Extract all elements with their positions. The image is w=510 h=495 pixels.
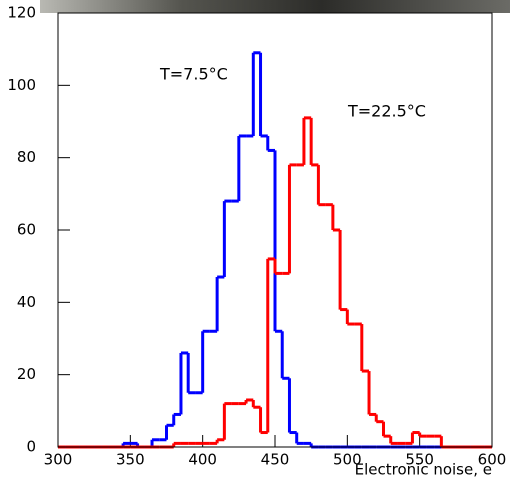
x-tick-label: 450: [261, 451, 290, 469]
x-tick-label: 350: [116, 451, 145, 469]
x-tick-label: 550: [405, 451, 434, 469]
y-tick-label: 0: [26, 438, 36, 456]
y-tick-label: 40: [17, 293, 36, 311]
x-tick-label: 500: [333, 451, 362, 469]
x-tick-label: 400: [188, 451, 217, 469]
y-tick-label: 20: [17, 365, 36, 383]
x-axis-label: Electronic noise, e: [355, 461, 492, 479]
series-label: T=22.5°C: [347, 102, 426, 121]
x-tick-label: 600: [478, 451, 507, 469]
x-tick-label: 300: [44, 451, 73, 469]
plot-frame: [57, 12, 493, 448]
y-tick-label: 100: [7, 76, 36, 94]
y-tick-label: 120: [7, 4, 36, 22]
photo-strip: [40, 0, 510, 13]
y-tick-label: 60: [17, 221, 36, 239]
y-tick-label: 80: [17, 148, 36, 166]
series-label: T=7.5°C: [159, 65, 228, 84]
